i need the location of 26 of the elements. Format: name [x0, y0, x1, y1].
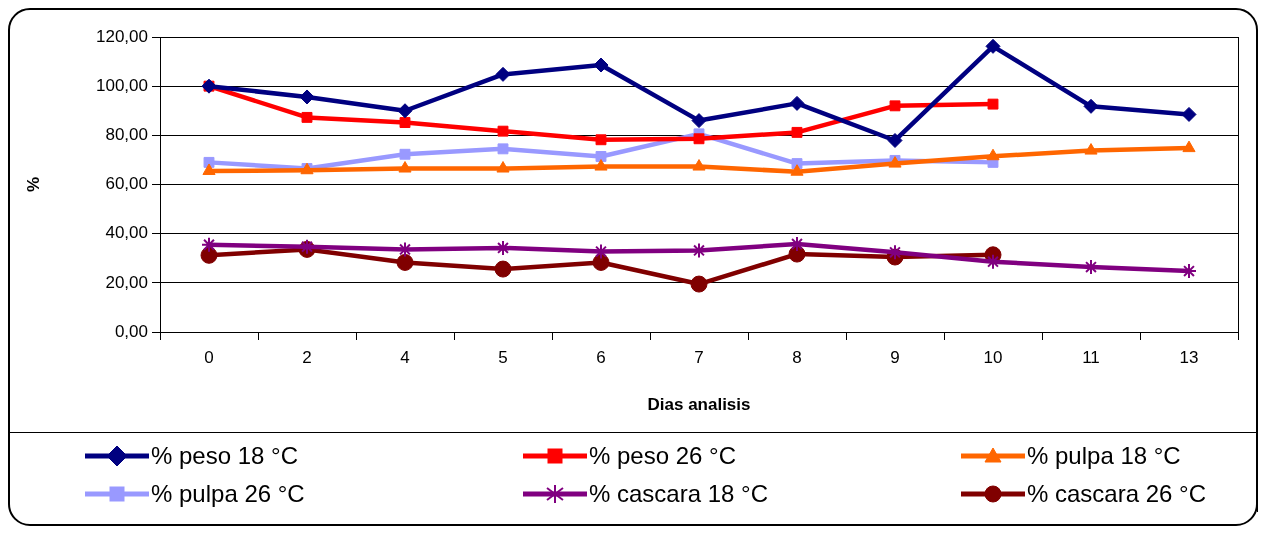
x-tick-label: 0 — [204, 347, 214, 367]
legend-label: % peso 18 °C — [151, 442, 299, 470]
x-tick-label: 7 — [694, 347, 704, 367]
legend-label: % pulpa 26 °C — [151, 480, 305, 508]
x-tick-label: 2 — [302, 347, 312, 367]
y-tick-label: 100,00 — [96, 75, 148, 95]
y-tick-label: 120,00 — [96, 26, 148, 46]
y-tick-label: 20,00 — [105, 272, 148, 292]
y-axis-title: % — [23, 176, 43, 193]
x-axis-title: Dias analisis — [647, 395, 751, 415]
legend-label: % pulpa 18 °C — [1027, 442, 1181, 470]
x-tick-label: 6 — [596, 347, 606, 367]
x-tick-label: 9 — [890, 347, 900, 367]
x-tick-label: 8 — [792, 347, 802, 367]
legend-label: % cascara 26 °C — [1027, 480, 1207, 508]
y-tick-label: 80,00 — [105, 125, 148, 145]
y-tick-label: 0,00 — [114, 321, 148, 341]
x-tick-label: 11 — [1082, 347, 1100, 367]
y-tick-label: 40,00 — [105, 223, 148, 243]
x-tick-label: 10 — [983, 347, 1003, 367]
legend-label: % cascara 18 °C — [589, 480, 769, 508]
x-tick-label: 5 — [498, 347, 508, 367]
y-tick-label: 60,00 — [105, 174, 148, 194]
x-tick-label: 4 — [400, 347, 410, 367]
legend-label: % peso 26 °C — [589, 442, 737, 470]
x-tick-label: 13 — [1179, 347, 1199, 367]
